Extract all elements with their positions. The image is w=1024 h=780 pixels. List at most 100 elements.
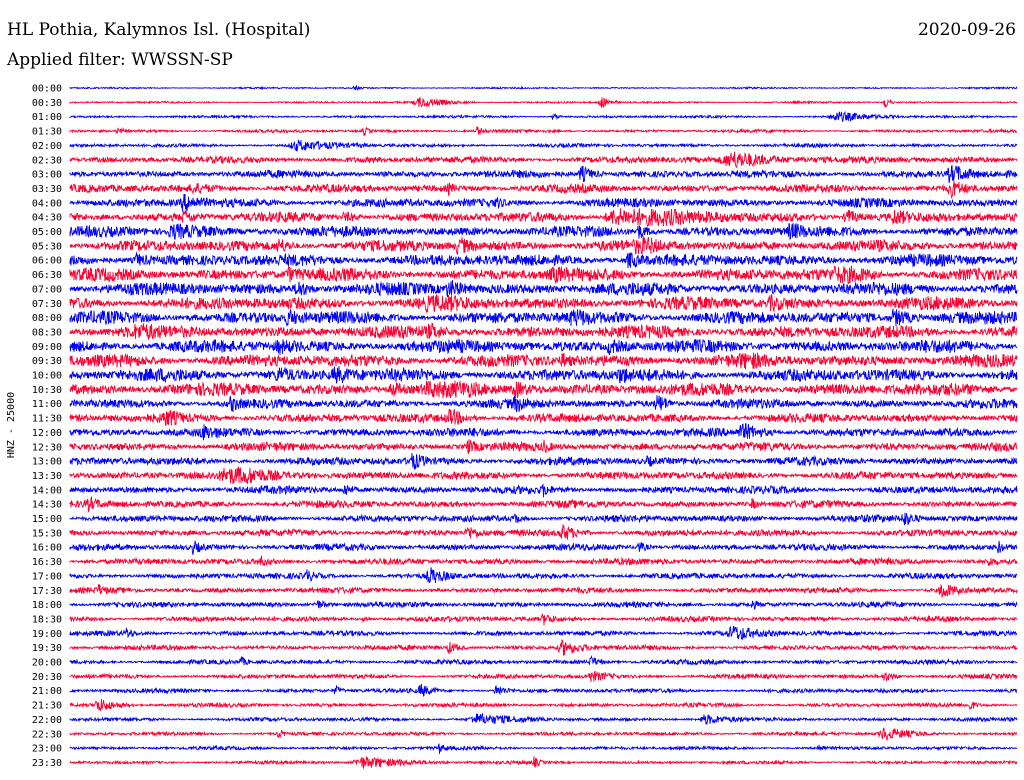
time-label: 05:30 <box>32 241 62 252</box>
time-label: 23:30 <box>32 758 62 769</box>
time-label: 22:00 <box>32 715 62 726</box>
seismic-trace <box>69 466 1018 485</box>
time-label: 05:00 <box>32 227 62 238</box>
seismic-trace <box>69 712 1018 726</box>
seismic-trace <box>69 698 1018 712</box>
time-label: 15:00 <box>32 514 62 525</box>
time-label: 20:00 <box>32 658 62 669</box>
time-label: 10:00 <box>32 371 62 382</box>
seismic-trace <box>69 96 1018 108</box>
seismic-trace <box>69 555 1018 567</box>
seismic-trace <box>69 308 1018 327</box>
seismic-trace <box>69 612 1018 626</box>
seismic-trace <box>69 524 1018 540</box>
time-label: 03:00 <box>32 170 62 181</box>
seismic-trace <box>69 280 1018 298</box>
time-label: 00:00 <box>32 84 62 95</box>
time-label: 06:30 <box>32 270 62 281</box>
time-label: 16:30 <box>32 557 62 568</box>
seismic-trace <box>69 322 1018 340</box>
time-label: 08:00 <box>32 313 62 324</box>
trace-group <box>69 84 1018 769</box>
time-label: 16:00 <box>32 543 62 554</box>
time-label: 01:30 <box>32 127 62 138</box>
time-label: 09:00 <box>32 342 62 353</box>
seismic-trace <box>69 208 1018 227</box>
seismic-trace <box>69 223 1018 241</box>
seismic-trace <box>69 251 1018 269</box>
station-title: HL Pothia, Kalymnos Isl. (Hospital) <box>7 20 311 40</box>
seismic-trace <box>69 366 1018 384</box>
seismic-trace <box>69 139 1018 152</box>
seismic-trace <box>69 453 1018 470</box>
time-label: 23:00 <box>32 744 62 755</box>
seismic-trace <box>69 512 1018 526</box>
time-label: 22:30 <box>32 729 62 740</box>
seismic-trace <box>69 294 1018 314</box>
time-label: 02:00 <box>32 141 62 152</box>
time-label: 19:30 <box>32 643 62 654</box>
seismic-trace <box>69 395 1018 413</box>
time-label: 14:00 <box>32 485 62 496</box>
time-label: 11:00 <box>32 399 62 410</box>
time-label: 00:30 <box>32 98 62 109</box>
seismic-trace <box>69 165 1018 183</box>
filter-label: Applied filter: WWSSN-SP <box>7 50 233 70</box>
time-label: 13:00 <box>32 457 62 468</box>
time-label: 21:00 <box>32 686 62 697</box>
seismic-trace <box>69 655 1018 666</box>
seismic-trace <box>69 583 1018 598</box>
seismic-trace <box>69 684 1018 697</box>
time-label: 12:00 <box>32 428 62 439</box>
time-label: 10:30 <box>32 385 62 396</box>
time-label: 04:00 <box>32 198 62 209</box>
seismic-trace <box>69 180 1018 200</box>
y-axis-label: HNZ - 25000 <box>6 392 17 458</box>
seismic-trace <box>69 727 1018 741</box>
time-label: 21:30 <box>32 701 62 712</box>
seismic-trace <box>69 567 1018 584</box>
seismic-trace <box>69 743 1018 754</box>
time-label: 11:30 <box>32 414 62 425</box>
time-label: 07:30 <box>32 299 62 310</box>
seismic-trace <box>69 151 1018 169</box>
seismic-trace <box>69 625 1018 641</box>
seismic-trace <box>69 756 1018 769</box>
seismic-trace <box>69 193 1018 212</box>
time-label: 17:00 <box>32 571 62 582</box>
seismic-trace <box>69 84 1018 91</box>
time-label: 18:30 <box>32 614 62 625</box>
seismic-trace <box>69 599 1018 610</box>
time-label: 12:30 <box>32 442 62 453</box>
seismic-trace <box>69 540 1018 555</box>
time-label: 17:30 <box>32 586 62 597</box>
seismic-trace <box>69 423 1018 441</box>
seismic-trace <box>69 352 1018 370</box>
seismic-trace <box>69 110 1018 123</box>
seismic-trace <box>69 264 1018 285</box>
time-label: 04:30 <box>32 213 62 224</box>
time-label: 06:00 <box>32 256 62 267</box>
time-label: 02:30 <box>32 155 62 166</box>
seismic-trace <box>69 408 1018 426</box>
time-label: 20:30 <box>32 672 62 683</box>
seismic-trace <box>69 380 1018 399</box>
seismic-trace <box>69 495 1018 513</box>
time-label: 03:30 <box>32 184 62 195</box>
seismic-trace <box>69 639 1018 656</box>
seismic-trace <box>69 235 1018 256</box>
time-label: 08:30 <box>32 327 62 338</box>
seismic-trace <box>69 439 1018 455</box>
time-label: 19:00 <box>32 629 62 640</box>
time-label: 14:30 <box>32 500 62 511</box>
seismic-trace <box>69 670 1018 682</box>
time-label: 15:30 <box>32 528 62 539</box>
time-label: 18:00 <box>32 600 62 611</box>
time-label-group: 00:00 00:30 01:00 01:30 02:00 02:30 03:00 03:30… <box>32 84 62 769</box>
time-label: 07:00 <box>32 284 62 295</box>
seismic-trace <box>69 483 1018 498</box>
date-label: 2020-09-26 <box>917 20 1016 40</box>
time-label: 09:30 <box>32 356 62 367</box>
time-label: 01:00 <box>32 112 62 123</box>
